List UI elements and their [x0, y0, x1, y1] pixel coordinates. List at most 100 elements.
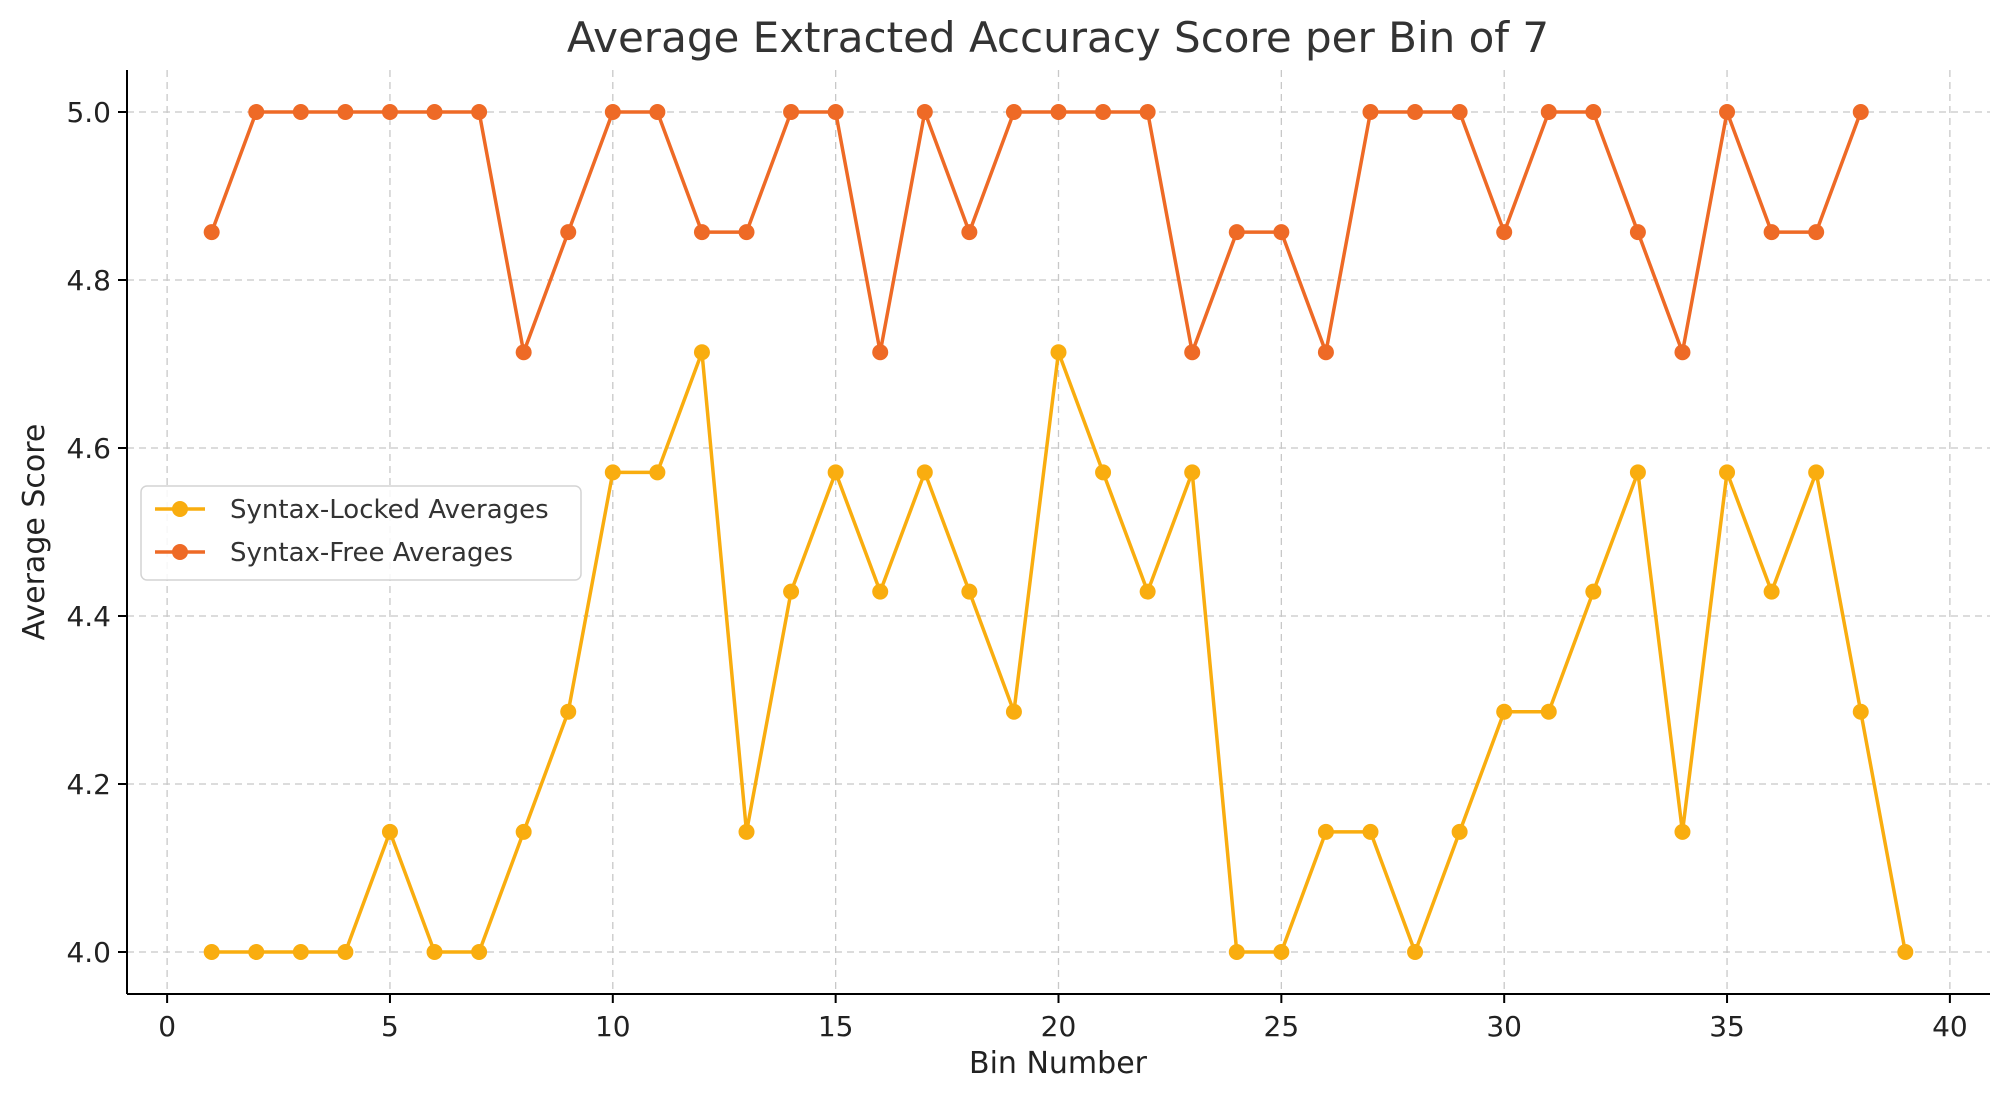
data-point [515, 823, 532, 840]
data-point [783, 583, 800, 600]
x-tick-label: 35 [1709, 1010, 1745, 1043]
data-point [1897, 944, 1914, 960]
x-tick-label: 20 [1041, 1010, 1077, 1043]
data-point [515, 344, 532, 361]
series-line [210, 110, 1863, 354]
data-point [1496, 703, 1513, 720]
data-point [1719, 464, 1736, 481]
data-point [1228, 944, 1245, 960]
data-point [1808, 224, 1825, 241]
data-point [738, 823, 755, 840]
data-point [961, 224, 978, 241]
data-point [381, 823, 398, 840]
y-tick-label: 4.8 [66, 264, 111, 297]
y-tick-label: 4.0 [66, 936, 111, 969]
data-point [1629, 464, 1646, 481]
data-point [872, 344, 889, 361]
series-layer [203, 104, 1914, 960]
x-tick-label: 5 [381, 1010, 399, 1043]
data-point [1273, 944, 1290, 960]
data-point [1763, 224, 1780, 241]
data-point [649, 464, 666, 481]
data-point [1317, 344, 1334, 361]
data-point [426, 944, 443, 960]
data-point [560, 224, 577, 241]
data-point [471, 944, 488, 960]
x-tick-label: 15 [818, 1010, 854, 1043]
data-point [1139, 104, 1156, 120]
data-point [649, 104, 666, 120]
data-point [1763, 583, 1780, 600]
data-point [1095, 464, 1112, 481]
data-point [1050, 344, 1067, 361]
legend-box [140, 485, 582, 581]
data-point [827, 104, 844, 120]
data-point [1005, 703, 1022, 720]
legend-entry-syntax-locked: Syntax-Locked Averages [155, 495, 549, 525]
data-point [604, 464, 621, 481]
data-point [604, 104, 621, 120]
data-point [1362, 104, 1379, 120]
data-point [1674, 823, 1691, 840]
legend-entry-syntax-free: Syntax-Free Averages [155, 538, 513, 568]
data-point [337, 104, 354, 120]
legend-marker-syntax-locked [172, 501, 188, 517]
data-point [1407, 104, 1424, 120]
y-tick-label: 4.6 [66, 432, 111, 465]
data-point [1317, 823, 1334, 840]
data-point [1407, 944, 1424, 960]
data-point [1050, 104, 1067, 120]
x-tick-label: 25 [1264, 1010, 1300, 1043]
data-point [872, 583, 889, 600]
series-0 [203, 344, 1914, 960]
data-point [1540, 703, 1557, 720]
x-tick-label: 0 [158, 1010, 176, 1043]
y-tick-label: 4.2 [66, 768, 111, 801]
data-point [1585, 583, 1602, 600]
data-point [916, 464, 933, 481]
data-point [1095, 104, 1112, 120]
data-point [248, 944, 265, 960]
data-point [1540, 104, 1557, 120]
data-point [1005, 104, 1022, 120]
data-point [961, 583, 978, 600]
y-axis-title: Average Score [17, 424, 52, 641]
data-point [1228, 224, 1245, 241]
x-tick-label: 30 [1486, 1010, 1522, 1043]
data-point [1585, 104, 1602, 120]
chart-title: Average Extracted Accuracy Score per Bin… [567, 13, 1549, 62]
data-point [248, 104, 265, 120]
data-point [292, 104, 309, 120]
data-point [1674, 344, 1691, 361]
data-point [1451, 104, 1468, 120]
data-point [203, 944, 220, 960]
data-point [1362, 823, 1379, 840]
legend-marker-syntax-free [172, 544, 188, 560]
data-point [381, 104, 398, 120]
data-point [1496, 224, 1513, 241]
legend: Syntax-Locked Averages Syntax-Free Avera… [140, 485, 582, 581]
data-point [1852, 104, 1869, 120]
legend-label-syntax-locked: Syntax-Locked Averages [230, 495, 549, 525]
data-point [1719, 104, 1736, 120]
y-tick-label: 4.4 [66, 600, 111, 633]
x-tick-label: 10 [595, 1010, 631, 1043]
data-point [916, 104, 933, 120]
data-point [203, 224, 220, 241]
legend-label-syntax-free: Syntax-Free Averages [230, 538, 513, 568]
data-point [693, 224, 710, 241]
x-tick-label: 40 [1932, 1010, 1968, 1043]
data-point [827, 464, 844, 481]
data-point [1184, 344, 1201, 361]
data-point [1273, 224, 1290, 241]
data-point [1139, 583, 1156, 600]
y-tick-label: 5.0 [66, 96, 111, 129]
data-point [560, 703, 577, 720]
series-1 [203, 104, 1869, 361]
data-point [1629, 224, 1646, 241]
axis-ticks: 0 5 10 15 20 25 30 35 40 4.0 4.2 4.4 4.6 4.8 5.0 [66, 96, 1967, 1043]
data-point [426, 104, 443, 120]
grid-lines [127, 70, 1990, 994]
data-point [1451, 823, 1468, 840]
